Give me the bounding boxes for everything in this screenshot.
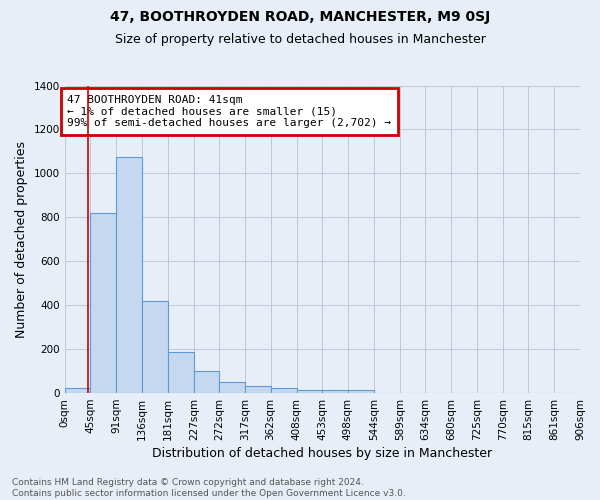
Bar bbox=[116, 157, 142, 393]
Bar bbox=[245, 386, 271, 393]
Text: Contains HM Land Registry data © Crown copyright and database right 2024.
Contai: Contains HM Land Registry data © Crown c… bbox=[12, 478, 406, 498]
Y-axis label: Number of detached properties: Number of detached properties bbox=[15, 141, 28, 338]
Bar bbox=[65, 388, 90, 393]
Text: 47, BOOTHROYDEN ROAD, MANCHESTER, M9 0SJ: 47, BOOTHROYDEN ROAD, MANCHESTER, M9 0SJ bbox=[110, 10, 490, 24]
Bar bbox=[220, 382, 245, 393]
X-axis label: Distribution of detached houses by size in Manchester: Distribution of detached houses by size … bbox=[152, 447, 493, 460]
Text: 47 BOOTHROYDEN ROAD: 41sqm
← 1% of detached houses are smaller (15)
99% of semi-: 47 BOOTHROYDEN ROAD: 41sqm ← 1% of detac… bbox=[67, 94, 391, 128]
Bar bbox=[348, 390, 374, 393]
Bar bbox=[142, 301, 167, 393]
Text: Size of property relative to detached houses in Manchester: Size of property relative to detached ho… bbox=[115, 32, 485, 46]
Bar bbox=[322, 390, 348, 393]
Bar bbox=[90, 213, 116, 393]
Bar bbox=[271, 388, 297, 393]
Bar bbox=[194, 371, 220, 393]
Bar bbox=[167, 352, 194, 393]
Bar bbox=[297, 390, 322, 393]
